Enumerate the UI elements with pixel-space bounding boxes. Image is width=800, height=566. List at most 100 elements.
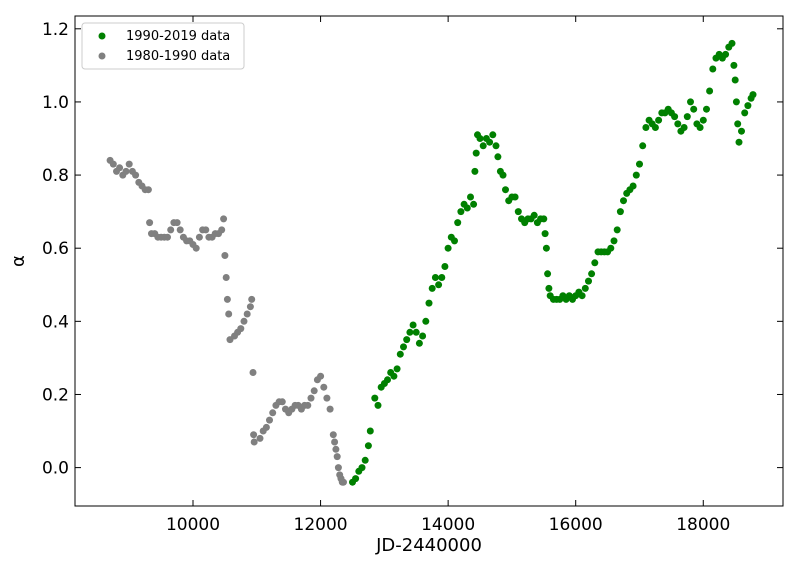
data-point-1980-1990 (167, 226, 175, 234)
data-point-1990-2019 (511, 193, 519, 201)
data-point-1980-1990 (195, 233, 203, 241)
data-point-1990-2019 (591, 259, 599, 267)
data-point-1980-1990 (307, 394, 315, 402)
data-point-1990-2019 (409, 321, 417, 329)
data-point-1990-2019 (706, 87, 714, 95)
data-point-1990-2019 (744, 102, 752, 110)
data-point-1990-2019 (463, 204, 471, 212)
data-point-1990-2019 (403, 336, 411, 344)
data-point-1990-2019 (636, 160, 643, 168)
data-point-1980-1990 (223, 295, 231, 303)
data-point-1990-2019 (545, 284, 553, 292)
data-point-1980-1990 (144, 186, 152, 194)
data-point-1990-2019 (642, 124, 650, 131)
data-point-1990-2019 (690, 105, 698, 113)
data-point-1980-1990 (332, 445, 340, 453)
data-point-1990-2019 (472, 149, 480, 157)
data-point-1990-2019 (620, 197, 627, 205)
y-tick-label: 0.8 (42, 166, 69, 186)
points-layer (106, 39, 757, 486)
data-point-1990-2019 (428, 284, 436, 292)
data-point-1980-1990 (323, 394, 331, 402)
data-point-1990-2019 (470, 200, 478, 208)
y-axis: 0.0 0.2 0.4 0.6 0.8 1.0 1.2 (42, 20, 783, 479)
data-point-1990-2019 (358, 464, 366, 472)
data-point-1990-2019 (722, 50, 730, 58)
legend-marker-1990-2019 (98, 32, 106, 40)
data-point-1990-2019 (651, 124, 659, 131)
data-point-1980-1990 (225, 310, 233, 318)
data-point-1990-2019 (629, 182, 637, 190)
data-point-1980-1990 (220, 215, 228, 223)
data-point-1990-2019 (530, 211, 538, 219)
data-point-1980-1990 (340, 478, 347, 486)
y-tick-label: 0.4 (42, 312, 69, 332)
data-point-1990-2019 (476, 135, 484, 142)
data-point-1990-2019 (454, 219, 462, 227)
data-point-1990-2019 (655, 116, 663, 124)
x-axis: 10000 12000 14000 16000 18000 (166, 16, 730, 535)
data-point-1990-2019 (540, 215, 548, 223)
data-point-1980-1990 (125, 160, 133, 168)
data-point-1990-2019 (585, 277, 592, 285)
data-point-1990-2019 (471, 167, 479, 175)
y-tick-label: 1.0 (42, 93, 69, 113)
legend-marker-1980-1990 (98, 52, 106, 60)
data-point-1980-1990 (116, 164, 124, 172)
data-point-1990-2019 (709, 65, 717, 73)
data-point-1990-2019 (687, 98, 694, 106)
data-point-1980-1990 (334, 464, 342, 472)
data-point-1980-1990 (249, 369, 257, 376)
data-point-1990-2019 (671, 113, 679, 121)
data-point-1990-2019 (479, 142, 487, 150)
data-point-1990-2019 (361, 456, 369, 464)
data-point-1990-2019 (699, 116, 707, 124)
x-axis-label: JD-2440000 (375, 535, 482, 556)
data-point-1980-1990 (246, 303, 254, 311)
data-point-1990-2019 (607, 244, 615, 252)
data-point-1990-2019 (541, 230, 549, 238)
data-point-1990-2019 (542, 244, 550, 252)
data-point-1980-1990 (122, 167, 130, 175)
data-point-1990-2019 (384, 376, 391, 384)
data-point-1990-2019 (616, 208, 624, 216)
data-point-1980-1990 (146, 219, 154, 227)
data-point-1990-2019 (731, 76, 739, 84)
data-point-1990-2019 (610, 237, 618, 245)
y-tick-label: 0.0 (42, 459, 69, 479)
data-point-1990-2019 (422, 317, 430, 325)
legend-label-1990-2019: 1990-2019 data (126, 29, 230, 44)
data-point-1990-2019 (499, 171, 507, 179)
data-point-1990-2019 (444, 244, 452, 252)
data-point-1990-2019 (703, 105, 710, 113)
data-point-1990-2019 (544, 270, 552, 278)
data-point-1990-2019 (728, 39, 736, 47)
data-point-1990-2019 (425, 299, 433, 307)
data-point-1990-2019 (632, 171, 640, 179)
plot-frame (74, 15, 784, 507)
data-point-1990-2019 (674, 120, 682, 128)
data-point-1990-2019 (732, 98, 740, 106)
data-point-1990-2019 (374, 401, 382, 409)
data-point-1990-2019 (366, 427, 374, 435)
data-point-1980-1990 (192, 244, 200, 252)
x-tick-label: 12000 (294, 515, 348, 535)
y-tick-label: 0.6 (42, 239, 69, 259)
data-point-1990-2019 (352, 475, 360, 483)
data-point-1990-2019 (412, 328, 420, 336)
data-point-1980-1990 (164, 233, 171, 241)
data-point-1990-2019 (588, 270, 596, 278)
data-point-1990-2019 (683, 113, 691, 121)
data-point-1980-1990 (266, 416, 273, 424)
data-point-1980-1990 (250, 431, 258, 439)
data-point-1980-1990 (278, 398, 286, 406)
data-point-1990-2019 (734, 120, 742, 128)
data-point-1980-1990 (269, 409, 277, 417)
data-point-1990-2019 (451, 237, 458, 245)
data-point-1990-2019 (431, 274, 439, 281)
data-point-1980-1990 (202, 226, 210, 234)
data-point-1990-2019 (396, 350, 404, 358)
data-point-1980-1990 (250, 438, 258, 446)
data-point-1990-2019 (492, 142, 500, 150)
data-point-1990-2019 (502, 186, 509, 194)
